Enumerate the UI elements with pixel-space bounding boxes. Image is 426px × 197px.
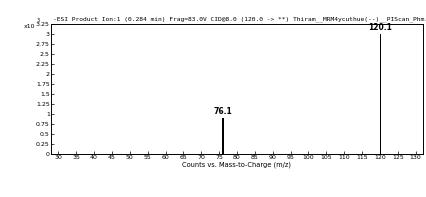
X-axis label: Counts vs. Mass-to-Charge (m/z): Counts vs. Mass-to-Charge (m/z) <box>182 161 291 168</box>
Text: -ESI Product Ion:1 (0.284 min) Frag=83.0V CID@8.0 (120.0 -> **) Thiram__MRM4ycut: -ESI Product Ion:1 (0.284 min) Frag=83.0… <box>53 17 426 22</box>
Text: 76.1: 76.1 <box>213 107 232 116</box>
Bar <box>379 34 380 154</box>
Text: 120.1: 120.1 <box>367 23 391 32</box>
Text: x10: x10 <box>23 24 35 29</box>
Text: 3: 3 <box>36 19 40 23</box>
Bar <box>222 118 223 154</box>
